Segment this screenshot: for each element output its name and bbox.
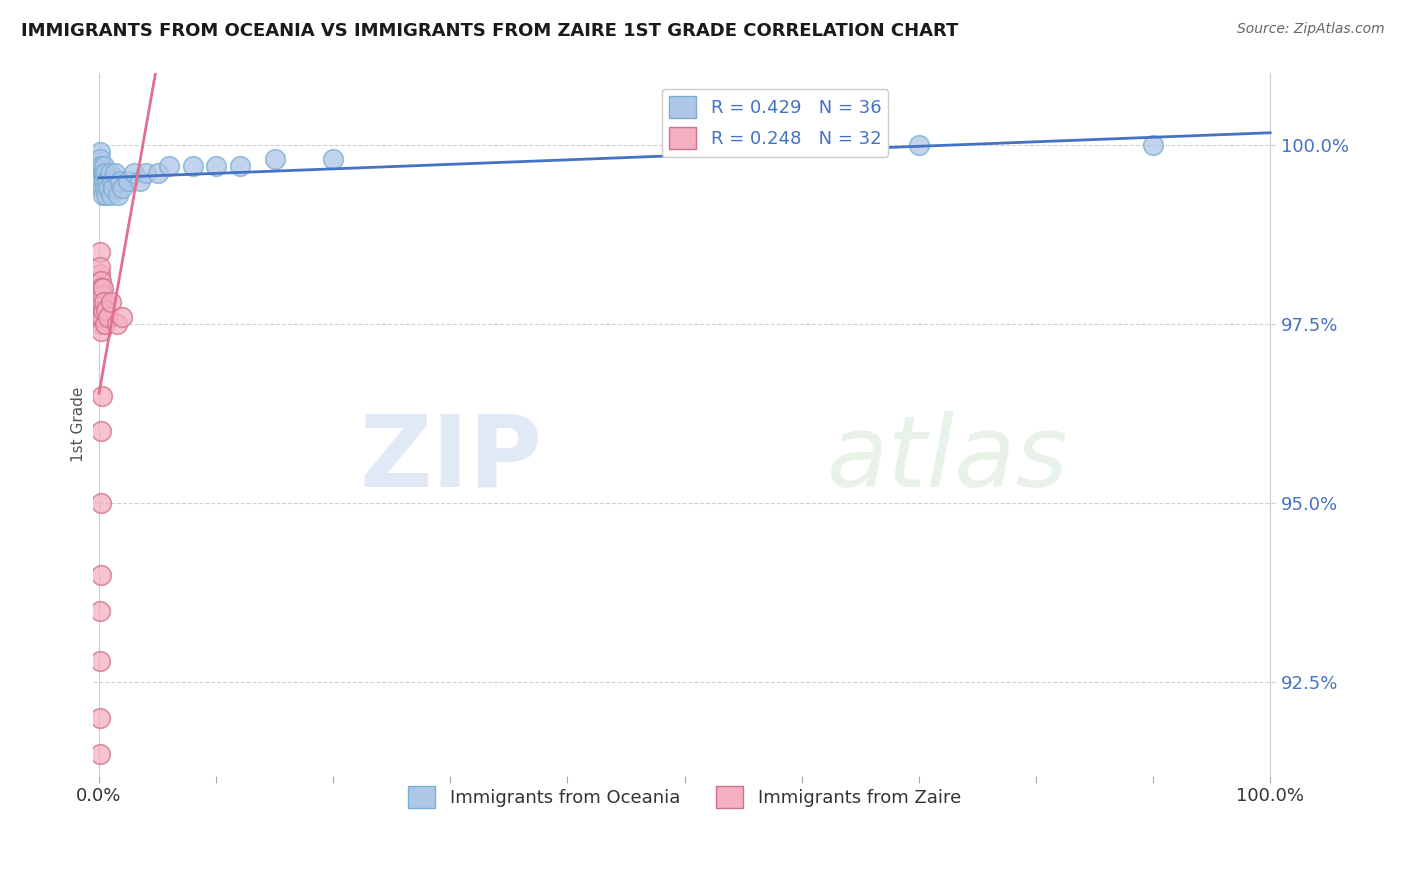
- Point: [117, 173, 139, 187]
- Y-axis label: 1st Grade: 1st Grade: [72, 386, 86, 462]
- Point: [129, 173, 152, 187]
- Point: [100, 187, 122, 202]
- Point: [322, 152, 344, 166]
- Point: [90, 159, 112, 173]
- Point: [263, 152, 285, 166]
- Point: [91, 302, 114, 317]
- Legend: Immigrants from Oceania, Immigrants from Zaire: Immigrants from Oceania, Immigrants from…: [401, 780, 969, 815]
- Point: [1142, 137, 1164, 152]
- Point: [94, 180, 117, 194]
- Point: [105, 317, 128, 331]
- Point: [90, 274, 112, 288]
- Point: [122, 166, 145, 180]
- Point: [94, 302, 117, 317]
- Point: [89, 711, 111, 725]
- Point: [94, 187, 117, 202]
- Point: [89, 166, 111, 180]
- Point: [90, 173, 112, 187]
- Point: [91, 288, 114, 302]
- Point: [89, 747, 111, 761]
- Text: ZIP: ZIP: [360, 411, 543, 508]
- Point: [93, 159, 115, 173]
- Point: [90, 324, 112, 338]
- Point: [111, 310, 134, 324]
- Point: [89, 245, 111, 260]
- Point: [93, 295, 115, 310]
- Point: [90, 496, 112, 510]
- Point: [91, 187, 114, 202]
- Point: [98, 166, 121, 180]
- Point: [89, 260, 111, 274]
- Point: [89, 145, 111, 159]
- Point: [89, 267, 111, 281]
- Point: [146, 166, 169, 180]
- Point: [93, 173, 115, 187]
- Point: [107, 187, 129, 202]
- Point: [101, 180, 124, 194]
- Point: [90, 310, 112, 324]
- Point: [157, 159, 180, 173]
- Point: [90, 295, 112, 310]
- Point: [90, 281, 112, 295]
- Point: [89, 654, 111, 668]
- Point: [111, 180, 134, 194]
- Point: [104, 166, 127, 180]
- Point: [94, 317, 117, 331]
- Point: [91, 281, 114, 295]
- Point: [907, 137, 929, 152]
- Point: [89, 281, 111, 295]
- Point: [91, 388, 114, 402]
- Text: IMMIGRANTS FROM OCEANIA VS IMMIGRANTS FROM ZAIRE 1ST GRADE CORRELATION CHART: IMMIGRANTS FROM OCEANIA VS IMMIGRANTS FR…: [21, 22, 959, 40]
- Point: [181, 159, 204, 173]
- Point: [96, 173, 118, 187]
- Point: [135, 166, 157, 180]
- Point: [205, 159, 228, 173]
- Point: [89, 152, 111, 166]
- Point: [90, 567, 112, 582]
- Point: [108, 173, 131, 187]
- Point: [89, 295, 111, 310]
- Text: Source: ZipAtlas.com: Source: ZipAtlas.com: [1237, 22, 1385, 37]
- Point: [97, 310, 120, 324]
- Point: [90, 288, 112, 302]
- Point: [89, 302, 111, 317]
- Point: [100, 295, 122, 310]
- Point: [89, 604, 111, 618]
- Point: [228, 159, 250, 173]
- Point: [91, 166, 114, 180]
- Point: [97, 180, 120, 194]
- Point: [91, 180, 114, 194]
- Point: [90, 425, 112, 439]
- Point: [89, 317, 111, 331]
- Text: atlas: atlas: [827, 411, 1069, 508]
- Point: [101, 173, 124, 187]
- Point: [94, 166, 117, 180]
- Point: [89, 310, 111, 324]
